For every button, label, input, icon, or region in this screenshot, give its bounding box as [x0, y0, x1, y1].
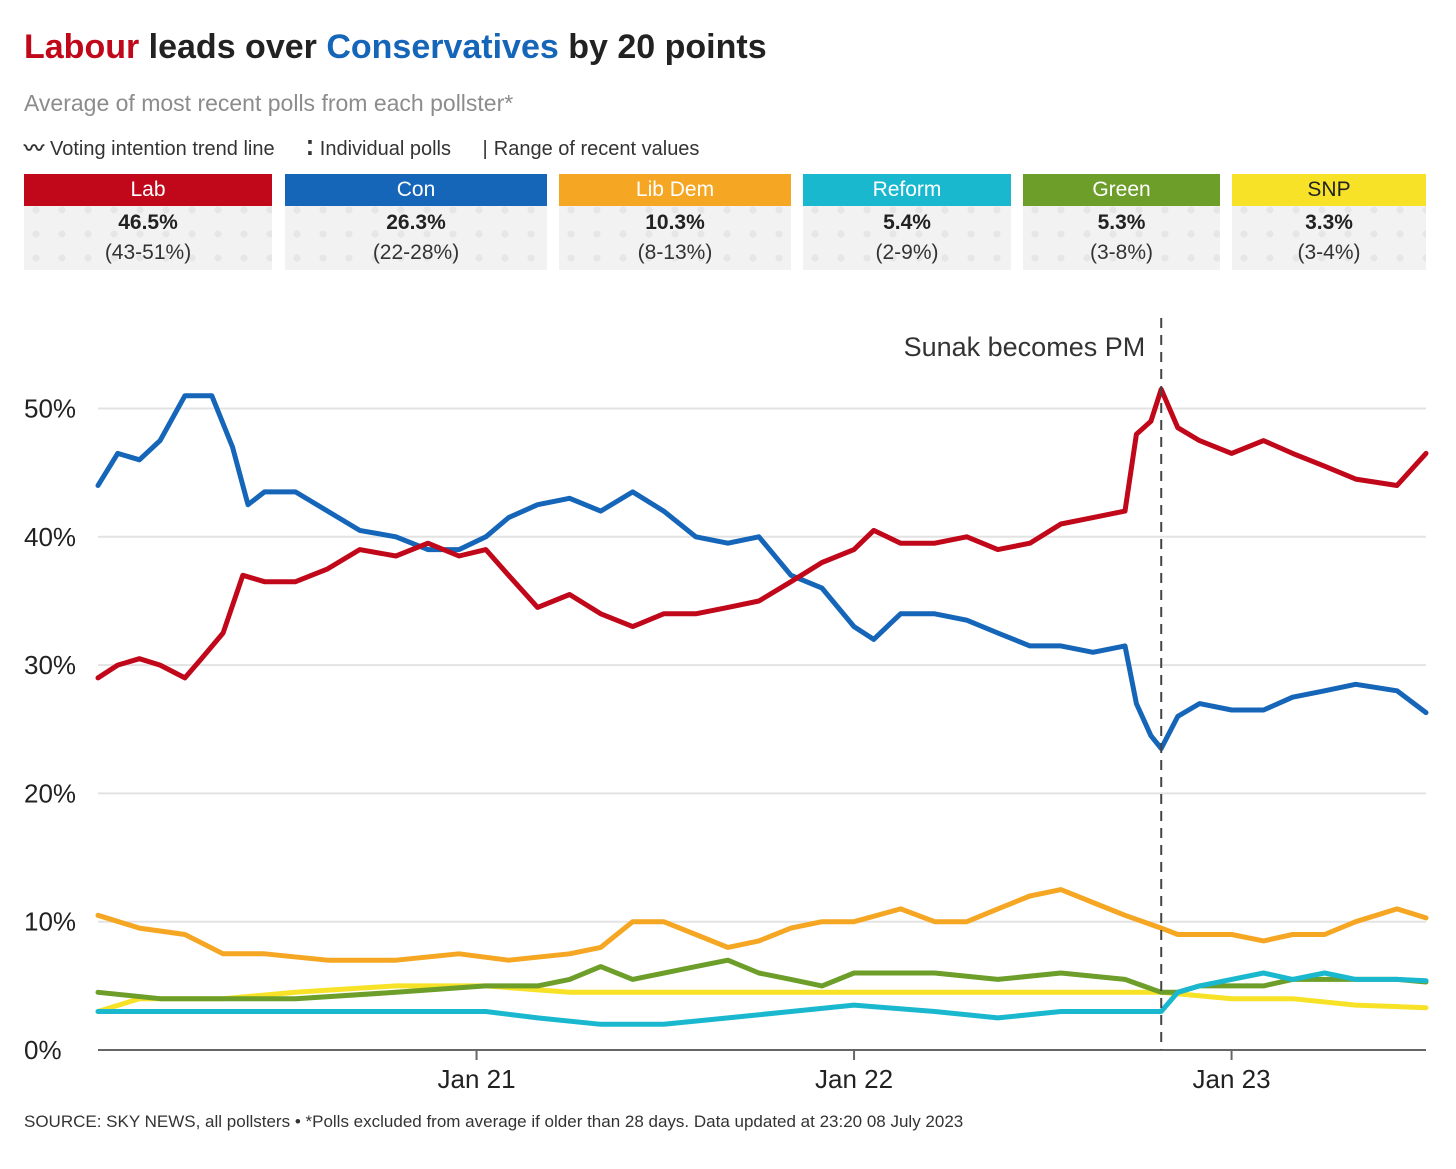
party-box-reform: Reform 5.4% (2-9%) — [803, 174, 1011, 270]
y-tick-label: 10% — [24, 907, 76, 937]
party-range: (2-9%) — [875, 241, 939, 264]
title-conservatives: Conservatives — [326, 28, 559, 66]
y-tick-label: 30% — [24, 650, 76, 680]
party-summary-boxes: Lab 46.5% (43-51%) Con 26.3% (22-28%) Li… — [0, 174, 1456, 270]
party-range: (3-8%) — [1089, 241, 1153, 264]
trend-line-icon: 〰 — [24, 138, 44, 160]
key-trend-label: Voting intention trend line — [50, 138, 275, 160]
party-box-green: Green 5.3% (3-8%) — [1023, 174, 1220, 270]
x-axis: Jan 21 Jan 22 Jan 23 — [98, 1049, 1426, 1094]
party-box-lab: Lab 46.5% (43-51%) — [24, 174, 272, 270]
key-individual-polls: ⁚ Individual polls — [306, 138, 451, 160]
x-tick-label: Jan 22 — [815, 1064, 893, 1094]
gridlines — [98, 407, 1426, 923]
title-leads-over: leads over — [139, 28, 327, 66]
key-range: | Range of recent values — [483, 138, 700, 160]
party-box-con: Con 26.3% (22-28%) — [285, 174, 547, 270]
key-trend-line: 〰 Voting intention trend line — [24, 138, 275, 160]
party-range: (8-13%) — [637, 241, 713, 264]
series-line-lib-dem — [95, 887, 1429, 963]
series-line-snp — [95, 983, 1429, 1014]
y-tick-label: 20% — [24, 778, 76, 808]
party-box-snp: SNP 3.3% (3-4%) — [1232, 174, 1426, 270]
party-name: Reform — [803, 174, 1011, 206]
event-marker: Sunak becomes PM — [904, 318, 1163, 1050]
party-name: Con — [285, 174, 547, 206]
party-range: (3-4%) — [1297, 241, 1361, 264]
party-name: SNP — [1232, 174, 1426, 206]
party-value: 46.5% — [118, 211, 178, 234]
series-line-green — [95, 957, 1429, 1002]
source-note: SOURCE: SKY NEWS, all pollsters • *Polls… — [24, 1112, 964, 1131]
title-margin: by 20 points — [558, 28, 767, 66]
series-lines — [95, 386, 1429, 1027]
party-value: 10.3% — [645, 211, 705, 234]
party-value: 5.3% — [1097, 211, 1146, 234]
x-tick-label: Jan 21 — [438, 1064, 516, 1094]
party-value: 5.4% — [883, 211, 931, 234]
party-value: 3.3% — [1305, 211, 1353, 234]
y-axis-labels: 0% 10% 20% 30% 40% 50% — [24, 394, 76, 1066]
party-name: Lib Dem — [559, 174, 791, 206]
x-tick-label: Jan 23 — [1193, 1064, 1271, 1094]
key-polls-label: Individual polls — [319, 138, 451, 160]
series-line-reform — [95, 970, 1429, 1027]
y-tick-label: 40% — [24, 522, 76, 552]
party-value: 26.3% — [386, 211, 446, 234]
bar-icon: | — [482, 138, 488, 160]
chart-key: 〰 Voting intention trend line ⁚ Individual… — [24, 132, 725, 161]
party-name: Lab — [24, 174, 272, 206]
party-box-libdem: Lib Dem 10.3% (8-13%) — [559, 174, 791, 270]
party-range: (22-28%) — [372, 241, 460, 264]
chart-subtitle: Average of most recent polls from each p… — [24, 90, 514, 116]
series-line-lab — [95, 386, 1429, 681]
key-range-label: Range of recent values — [493, 138, 700, 160]
chart-title: Labour leads over Conservatives by 20 po… — [24, 28, 767, 67]
dots-icon: ⁚ — [306, 138, 314, 160]
event-label: Sunak becomes PM — [904, 332, 1146, 362]
y-tick-label: 50% — [24, 394, 76, 424]
series-line-con — [95, 393, 1429, 751]
title-labour: Labour — [24, 28, 140, 66]
party-name: Green — [1023, 174, 1220, 206]
party-range: (43-51%) — [104, 241, 192, 264]
y-tick-label: 0% — [24, 1035, 62, 1065]
